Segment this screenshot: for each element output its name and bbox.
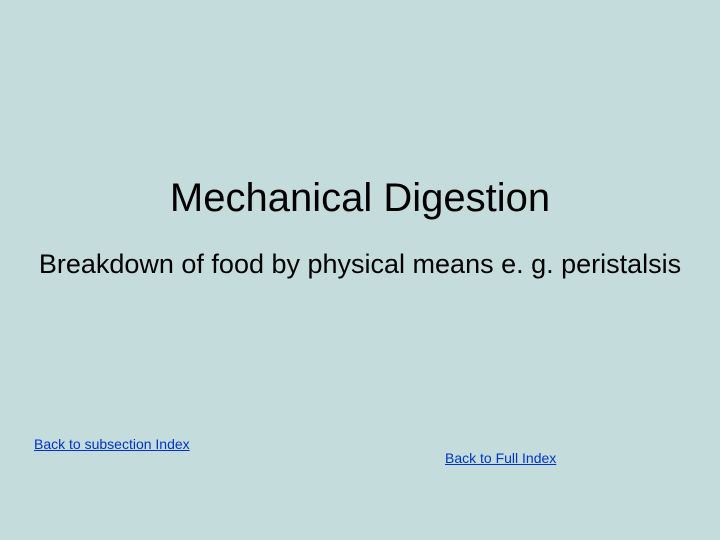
slide-body-text: Breakdown of food by physical means e. g… xyxy=(0,248,720,282)
back-subsection-link[interactable]: Back to subsection Index xyxy=(34,436,190,452)
slide-title: Mechanical Digestion xyxy=(0,176,720,221)
back-full-index-link[interactable]: Back to Full Index xyxy=(445,450,556,466)
